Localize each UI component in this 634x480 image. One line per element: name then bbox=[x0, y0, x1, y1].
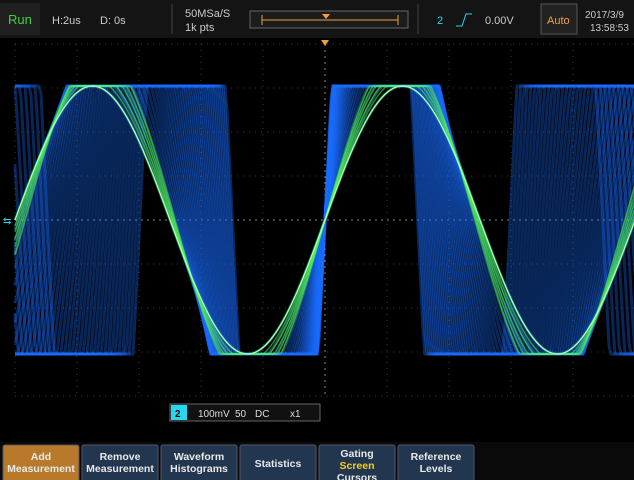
trigger-position-marker bbox=[321, 40, 329, 46]
menu-label: Cursors bbox=[337, 472, 377, 480]
menu-label: Screen bbox=[339, 460, 374, 472]
soft-menu: AddMeasurementRemoveMeasurementWaveformH… bbox=[0, 442, 634, 480]
menu-label: Measurement bbox=[7, 463, 75, 475]
trigger-channel: 2 bbox=[437, 15, 443, 27]
points: 1k pts bbox=[185, 22, 215, 34]
menu-label: Add bbox=[31, 451, 51, 463]
menu-label: Histograms bbox=[170, 463, 228, 475]
channel-probe: x1 bbox=[290, 409, 301, 420]
trigger-level: 0.00V bbox=[485, 15, 514, 27]
waveform bbox=[15, 86, 634, 354]
menu-label: Gating bbox=[340, 448, 373, 460]
horizontal-scale: H:2us bbox=[52, 15, 81, 27]
menu-label: Measurement bbox=[86, 463, 154, 475]
channel-coupling: DC bbox=[255, 409, 269, 420]
trigger-mode: Auto bbox=[547, 15, 570, 27]
channel-ground-marker: ⇆ bbox=[3, 216, 11, 227]
date: 2017/3/9 bbox=[585, 10, 624, 21]
channel-scale: 100mV bbox=[198, 409, 230, 420]
time: 13:58:53 bbox=[590, 23, 629, 34]
delay: D: 0s bbox=[100, 15, 126, 27]
sample-rate: 50MSa/S bbox=[185, 8, 230, 20]
menu-label: Remove bbox=[100, 451, 141, 463]
run-state: Run bbox=[8, 12, 32, 27]
oscilloscope-screen: Run H:2us D: 0s 50MSa/S 1k pts 2 0.00V A… bbox=[0, 0, 634, 480]
channel-number: 2 bbox=[175, 409, 181, 420]
menu-label: Waveform bbox=[174, 451, 224, 463]
menu-label: Reference bbox=[411, 451, 462, 463]
menu-label: Levels bbox=[420, 463, 453, 475]
menu-label: Statistics bbox=[255, 458, 302, 470]
scope-display: Run H:2us D: 0s 50MSa/S 1k pts 2 0.00V A… bbox=[0, 0, 634, 480]
channel-impedance: 50 bbox=[235, 409, 247, 420]
